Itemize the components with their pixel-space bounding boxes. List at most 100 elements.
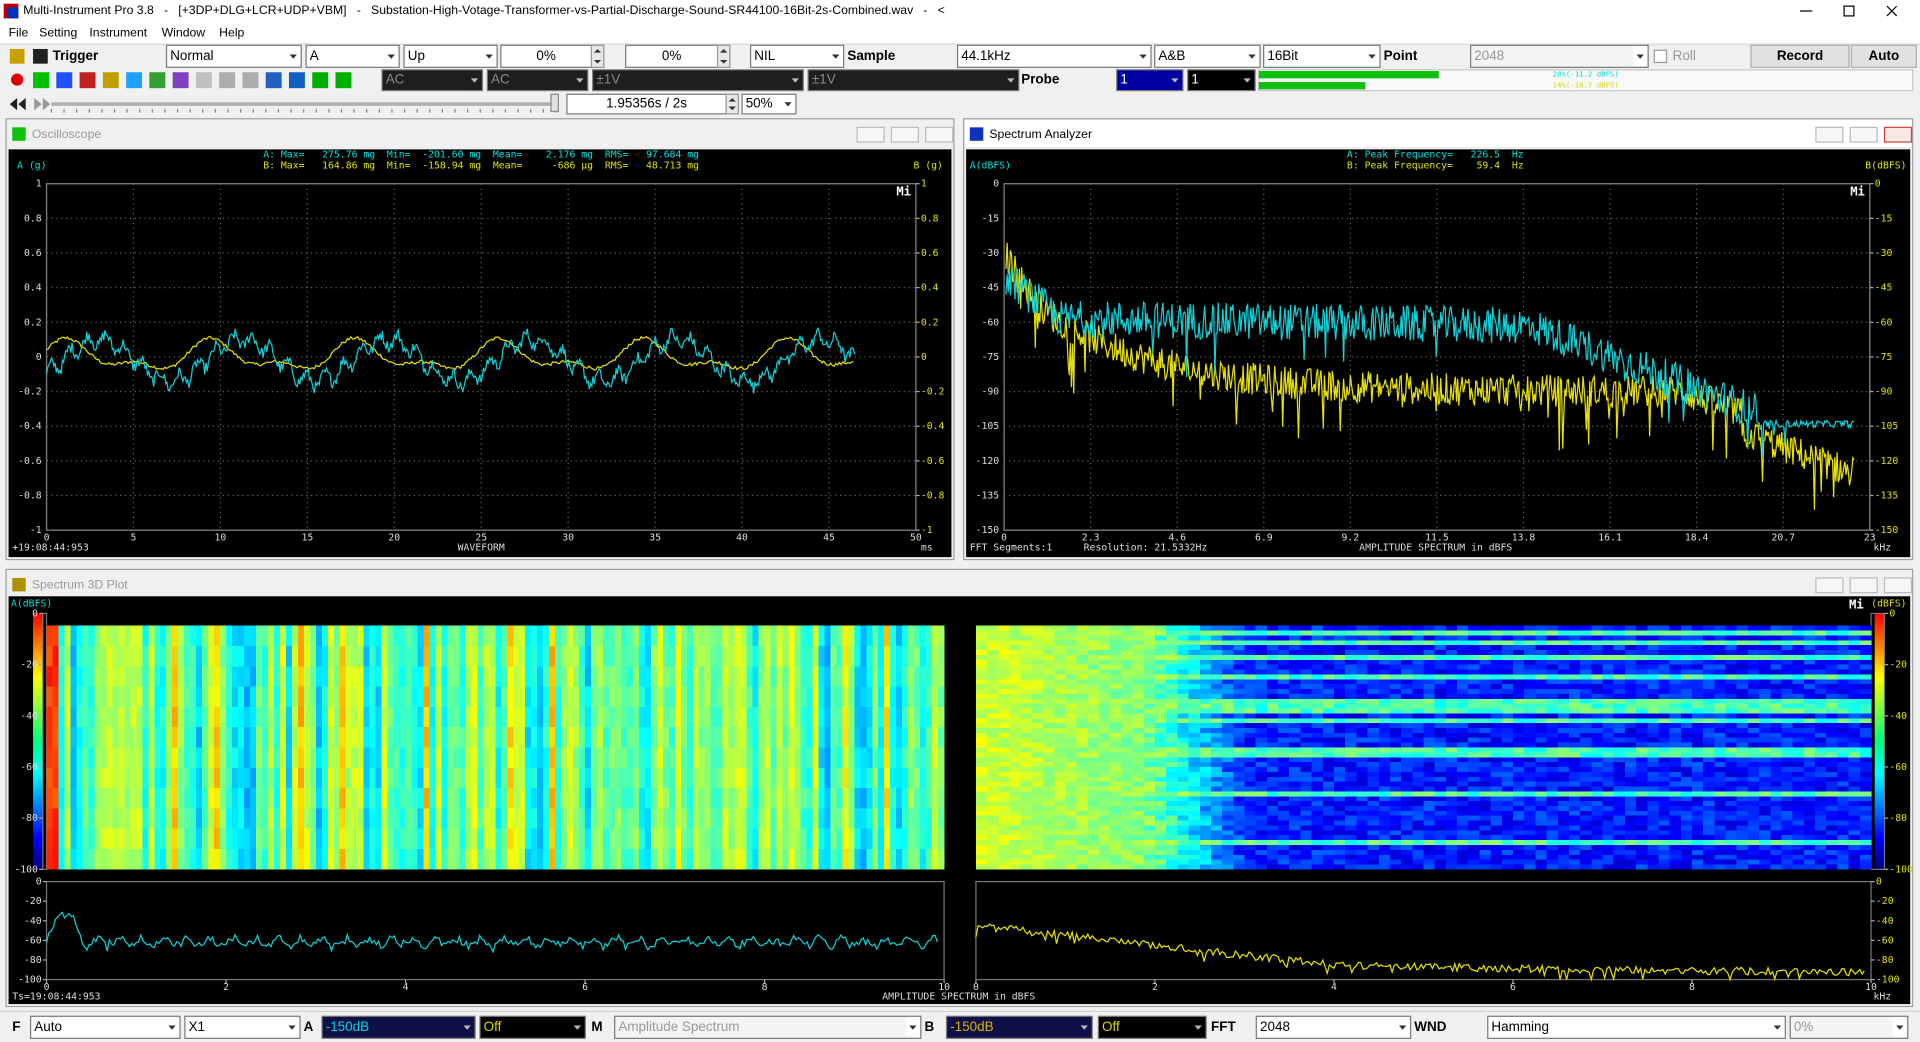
- window-button[interactable]: [890, 126, 919, 143]
- heatmap-cell: [1222, 830, 1234, 836]
- combo-value[interactable]: ±1V: [812, 72, 836, 87]
- menu-item[interactable]: Instrument: [89, 25, 147, 39]
- combo-value[interactable]: 2048: [1474, 48, 1504, 63]
- heatmap-cell: [1143, 849, 1156, 856]
- menu-item[interactable]: Window: [162, 25, 206, 39]
- heatmap-cell: [255, 808, 263, 830]
- heatmap-cell: [1535, 698, 1547, 705]
- heatmap-cell: [1289, 766, 1301, 773]
- heatmap-cell: [1568, 854, 1581, 861]
- toolbar-icon[interactable]: [149, 72, 166, 89]
- heatmap-cell: [1266, 742, 1279, 748]
- heatmap-cell: [1535, 801, 1547, 807]
- spin-buttons[interactable]: [716, 44, 731, 68]
- toolbar-icon[interactable]: [33, 48, 48, 64]
- heatmap-cell: [1367, 728, 1380, 734]
- record-icon[interactable]: [11, 73, 24, 86]
- toolbar-icon[interactable]: [265, 72, 282, 89]
- combo-value[interactable]: Up: [408, 48, 425, 63]
- heatmap-cell: [1546, 630, 1559, 636]
- combo-box[interactable]: [165, 44, 302, 68]
- window-button[interactable]: [1883, 577, 1913, 594]
- combo-value[interactable]: 44.1kHz: [961, 48, 1011, 63]
- button[interactable]: [1850, 44, 1917, 68]
- toolbar-icon[interactable]: [79, 72, 96, 89]
- combo-box[interactable]: [592, 69, 804, 92]
- combo-box[interactable]: [956, 44, 1152, 68]
- combo-value[interactable]: AC: [491, 72, 510, 87]
- combo-box[interactable]: [750, 44, 845, 68]
- combo-value[interactable]: ±1V: [596, 72, 620, 87]
- combo-value[interactable]: 16Bit: [1267, 48, 1298, 63]
- heatmap-cell: [1244, 801, 1256, 807]
- toolbar-icon[interactable]: [172, 72, 189, 89]
- spin-value[interactable]: 0%: [536, 48, 555, 63]
- restore-button[interactable]: [1843, 5, 1855, 17]
- combo-value[interactable]: A: [310, 48, 319, 63]
- spin-value[interactable]: 1.95356s / 2s: [606, 96, 687, 111]
- heatmap-cell: [1166, 732, 1178, 739]
- combo-box[interactable]: [1116, 69, 1184, 92]
- combo-box[interactable]: [807, 69, 1020, 92]
- combo-box[interactable]: [486, 69, 589, 92]
- menu-item[interactable]: Setting: [39, 25, 77, 39]
- spin-value[interactable]: 0%: [662, 48, 681, 63]
- heatmap-cell: [1054, 771, 1066, 778]
- combo-box[interactable]: [305, 44, 400, 68]
- window-button[interactable]: [856, 126, 885, 143]
- nav-arrows[interactable]: [34, 97, 51, 111]
- toolbar-icon[interactable]: [56, 72, 73, 89]
- combo-box[interactable]: [381, 69, 484, 92]
- button[interactable]: [1750, 44, 1850, 68]
- nav-arrows[interactable]: [9, 97, 26, 111]
- toolbar-icon[interactable]: [195, 72, 212, 89]
- heatmap-cell: [46, 747, 53, 769]
- combo-box[interactable]: [1263, 44, 1381, 68]
- button-label[interactable]: Auto: [1869, 48, 1900, 63]
- combo-box[interactable]: [1187, 69, 1256, 92]
- combo-value[interactable]: AC: [386, 72, 405, 87]
- combo-box[interactable]: [1470, 44, 1649, 68]
- checkbox[interactable]: [1653, 49, 1668, 64]
- combo-value[interactable]: A&B: [1158, 48, 1185, 63]
- combo-value[interactable]: NIL: [754, 48, 775, 63]
- menu-item[interactable]: File: [9, 25, 29, 39]
- heatmap-cell: [285, 788, 293, 809]
- window-button[interactable]: [1815, 577, 1844, 594]
- heatmap-cell: [728, 849, 736, 870]
- spin-buttons[interactable]: [590, 44, 605, 68]
- heatmap-cell: [46, 849, 53, 870]
- toolbar-icon[interactable]: [33, 72, 49, 89]
- window-button[interactable]: [1849, 577, 1878, 594]
- toolbar-icon[interactable]: [102, 72, 119, 89]
- toolbar-icon[interactable]: [9, 48, 25, 64]
- close-button[interactable]: [1886, 5, 1898, 17]
- combo-value[interactable]: 1: [1191, 72, 1198, 87]
- heatmap-cell: [1143, 674, 1156, 680]
- heatmap-cell: [315, 625, 323, 647]
- combo-value[interactable]: Normal: [170, 48, 213, 63]
- heatmap-cell: [555, 727, 562, 748]
- window-button[interactable]: [1815, 126, 1844, 143]
- heatmap-cell: [1468, 698, 1480, 705]
- spin-buttons[interactable]: [725, 93, 739, 115]
- heatmap-cell: [1457, 781, 1469, 787]
- window-button[interactable]: [925, 126, 954, 143]
- toolbar-icon[interactable]: [335, 72, 352, 89]
- toolbar-icon[interactable]: [242, 72, 259, 89]
- toolbar-icon[interactable]: [126, 72, 143, 89]
- heatmap-cell: [1154, 645, 1167, 651]
- window-button[interactable]: [1849, 126, 1878, 143]
- button-label[interactable]: Record: [1777, 48, 1823, 63]
- combo-value[interactable]: 1: [1120, 72, 1127, 87]
- combo-box[interactable]: [1154, 44, 1261, 68]
- toolbar-icon[interactable]: [219, 72, 236, 89]
- window-button[interactable]: [1883, 126, 1913, 143]
- menu-item[interactable]: Help: [219, 25, 244, 39]
- heatmap-cell: [549, 727, 556, 748]
- toolbar-icon[interactable]: [288, 72, 305, 89]
- combo-value[interactable]: 50%: [746, 96, 773, 111]
- combo-box[interactable]: [403, 44, 498, 68]
- slider-thumb[interactable]: [550, 93, 559, 113]
- toolbar-icon[interactable]: [312, 72, 329, 89]
